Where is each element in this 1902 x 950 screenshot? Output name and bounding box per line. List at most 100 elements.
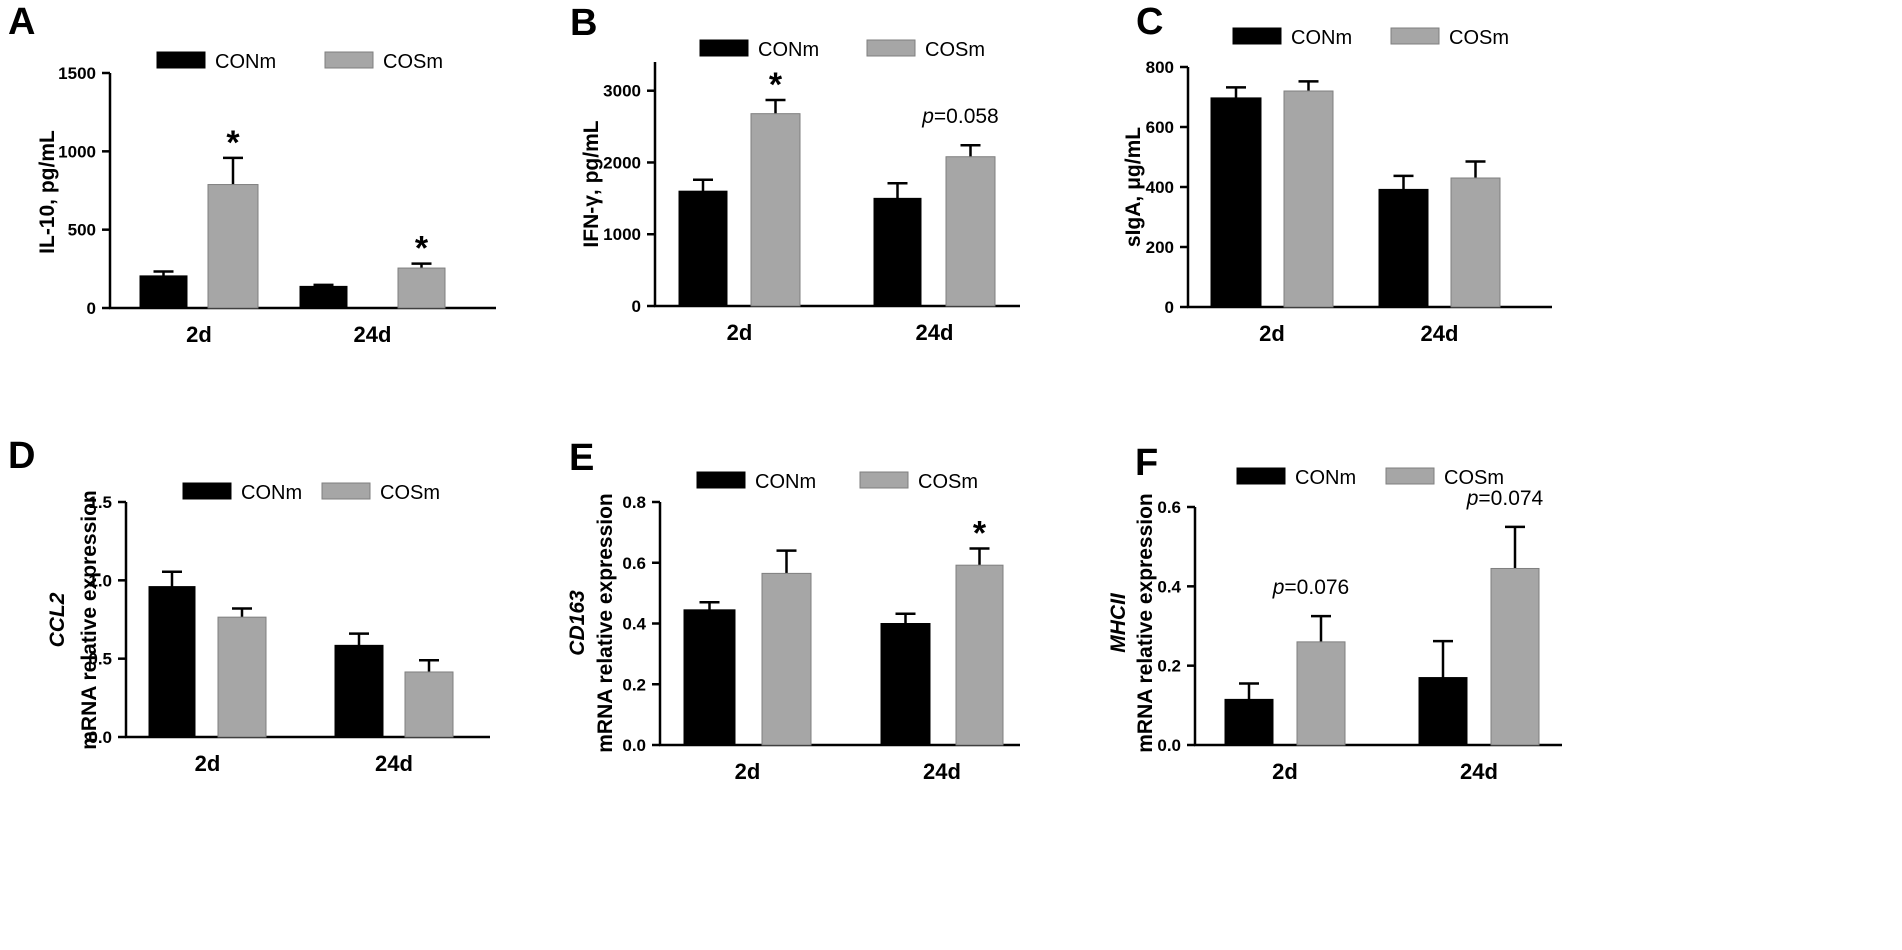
y-tick-label: 0.4 xyxy=(622,615,646,634)
bar-cosm-24d xyxy=(1450,177,1501,308)
significance-star: * xyxy=(226,124,240,162)
y-tick-label: 200 xyxy=(1146,238,1174,257)
bar-cosm-24d xyxy=(1490,567,1540,746)
p-value-annotation: p=0.076 xyxy=(1272,576,1350,599)
panel-label: A xyxy=(8,1,35,43)
y-axis-label: IFN-γ, pg/mL xyxy=(580,120,603,247)
y-tick-label: 0.8 xyxy=(622,493,646,512)
legend-label-cosm: COSm xyxy=(925,39,985,61)
bar-cosm-2d xyxy=(1296,641,1346,746)
x-tick-label: 2d xyxy=(727,320,753,345)
y-tick-label: 0 xyxy=(632,297,641,316)
y-tick-label: 600 xyxy=(1146,118,1174,137)
legend-swatch-cosm xyxy=(321,482,371,500)
legend-label-conm: CONm xyxy=(215,51,276,73)
chart-panel-e: E CONm COSm 0.0 0.2 0.4 0.6 0.8 CD163 mRNA relati… xyxy=(566,437,1020,784)
y-tick-label: 1000 xyxy=(58,142,96,161)
p-value: =0.076 xyxy=(1284,576,1349,599)
legend-label-cosm: COSm xyxy=(918,471,978,493)
y-tick-label: 0.2 xyxy=(622,675,646,694)
chart-panel-f: F CONm COSm 0.0 0.2 0.4 0.6 MHCII mRNA relative … xyxy=(1107,442,1562,784)
y-axis-label-gene: CD163 xyxy=(566,590,589,656)
y-tick-label: 0.0 xyxy=(622,736,646,755)
bar-cosm-2d xyxy=(1283,90,1334,308)
legend-swatch-cosm xyxy=(324,51,374,69)
p-symbol: p xyxy=(921,105,934,128)
legend-label-cosm: COSm xyxy=(383,51,443,73)
bar-cosm-2d xyxy=(207,184,259,309)
bar-conm-24d xyxy=(1418,677,1468,746)
bar-cosm-24d xyxy=(955,564,1004,746)
legend-swatch-conm xyxy=(182,482,232,500)
x-tick-label: 24d xyxy=(916,320,954,345)
bar-conm-24d xyxy=(334,644,384,738)
legend-swatch-cosm xyxy=(1390,27,1440,45)
panel-label: E xyxy=(569,437,594,479)
p-symbol: p xyxy=(1466,487,1479,510)
bar-conm-2d xyxy=(139,275,188,309)
x-tick-label: 24d xyxy=(354,322,392,347)
bar-conm-2d xyxy=(1210,97,1262,308)
bar-conm-24d xyxy=(880,623,931,746)
p-value-annotation: p=0.074 xyxy=(1466,487,1544,510)
bar-cosm-2d xyxy=(750,113,801,307)
p-value: =0.074 xyxy=(1478,487,1543,510)
legend-label-cosm: COSm xyxy=(380,482,440,504)
y-tick-label: 3000 xyxy=(603,82,641,101)
legend-swatch-cosm xyxy=(866,39,916,57)
legend-swatch-conm xyxy=(699,39,749,57)
panel-label: C xyxy=(1136,1,1163,43)
y-axis-label-gene: CCL2 xyxy=(46,592,69,647)
legend-label-cosm: COSm xyxy=(1444,467,1504,489)
y-tick-label: 0 xyxy=(87,299,96,318)
legend-swatch-conm xyxy=(156,51,206,69)
y-tick-label: 1500 xyxy=(58,64,96,83)
x-tick-label: 24d xyxy=(923,759,961,784)
bar-conm-24d xyxy=(299,285,348,309)
y-tick-label: 1.5 xyxy=(88,493,112,512)
y-tick-label: 0.6 xyxy=(622,554,646,573)
y-tick-label: 1000 xyxy=(603,225,641,244)
y-axis-label: IL-10, pg/mL xyxy=(36,130,59,254)
y-tick-label: 500 xyxy=(68,221,96,240)
x-tick-label: 2d xyxy=(1272,759,1298,784)
legend-label-conm: CONm xyxy=(241,482,302,504)
bar-conm-2d xyxy=(683,609,736,746)
legend-label-cosm: COSm xyxy=(1449,27,1509,49)
p-symbol: p xyxy=(1272,576,1285,599)
legend-label-conm: CONm xyxy=(1295,467,1356,489)
legend-label-conm: CONm xyxy=(755,471,816,493)
y-tick-label: 0.4 xyxy=(1157,577,1181,596)
y-tick-label: 1.0 xyxy=(88,571,112,590)
legend-swatch-cosm xyxy=(1385,467,1435,485)
y-tick-label: 2000 xyxy=(603,153,641,172)
bar-cosm-24d xyxy=(945,156,996,307)
bar-cosm-2d xyxy=(217,616,267,738)
y-axis-label-gene: MHCII xyxy=(1107,592,1130,653)
legend-label-conm: CONm xyxy=(758,39,819,61)
bar-conm-24d xyxy=(873,197,922,307)
bar-conm-2d xyxy=(148,586,196,738)
y-axis-label: mRNA relative expression xyxy=(1134,493,1157,753)
chart-panel-c: C CONm COSm 0 200 400 600 800 sIgA, μg/mL 2d 24d xyxy=(1122,1,1552,346)
x-tick-label: 2d xyxy=(1259,321,1285,346)
bar-conm-2d xyxy=(1224,698,1274,746)
y-tick-label: 0.5 xyxy=(88,650,112,669)
x-tick-label: 24d xyxy=(375,751,413,776)
y-tick-label: 0.2 xyxy=(1157,657,1181,676)
panel-label: B xyxy=(570,2,597,44)
y-tick-label: 0 xyxy=(1165,298,1174,317)
y-axis-label: sIgA, μg/mL xyxy=(1122,127,1145,247)
significance-star: * xyxy=(415,230,429,268)
y-tick-label: 400 xyxy=(1146,178,1174,197)
y-tick-label: 0.0 xyxy=(1157,736,1181,755)
legend-swatch-conm xyxy=(696,471,746,489)
bar-cosm-24d xyxy=(397,267,446,309)
x-tick-label: 2d xyxy=(735,759,761,784)
chart-panel-d: D CONm COSm 0.0 0.5 1.0 1.5 CCL2 mRNA relative e… xyxy=(8,435,490,776)
y-tick-label: 0.0 xyxy=(88,728,112,747)
bar-cosm-24d xyxy=(404,671,454,738)
legend-label-conm: CONm xyxy=(1291,27,1352,49)
